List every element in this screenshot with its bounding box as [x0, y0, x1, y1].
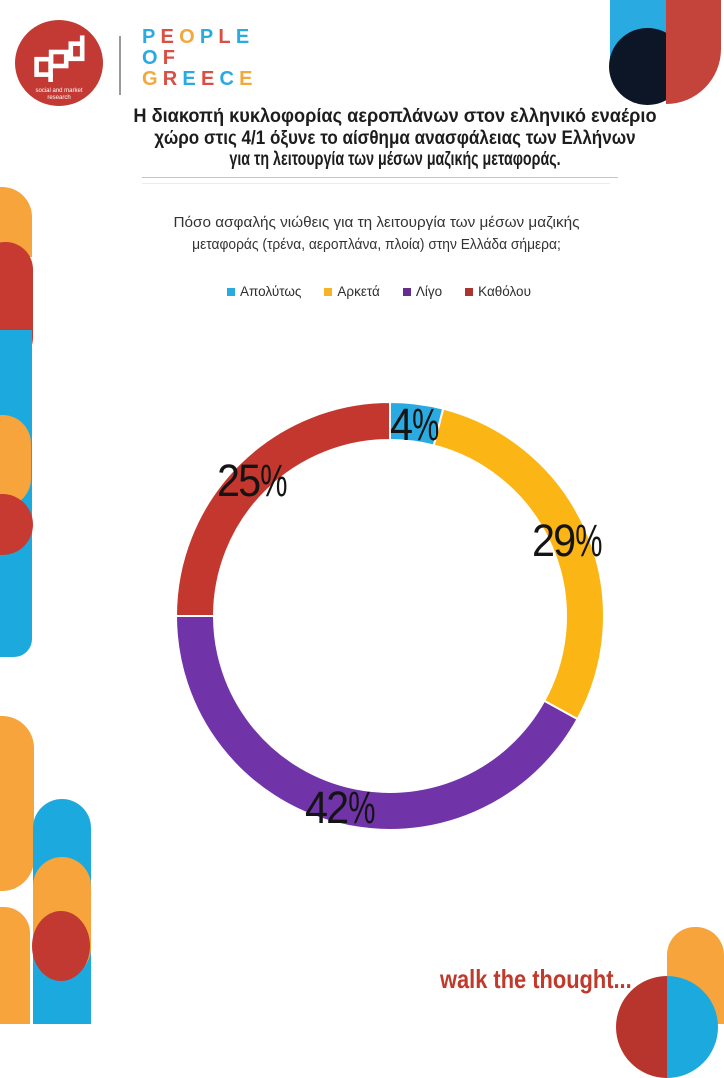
- svg-text:social and market: social and market: [35, 88, 82, 94]
- svg-text:research: research: [47, 95, 70, 101]
